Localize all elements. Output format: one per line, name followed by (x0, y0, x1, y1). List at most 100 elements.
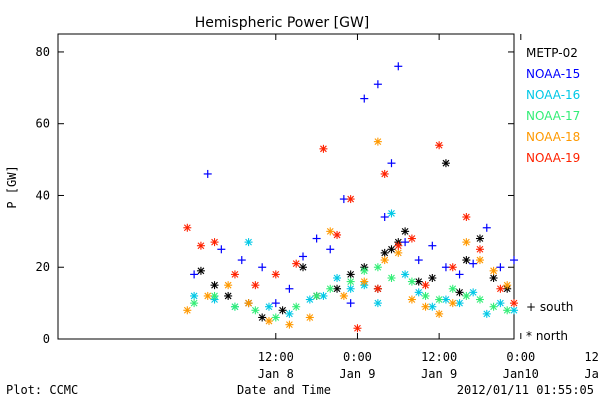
data-point-north (475, 256, 484, 265)
data-point-north (285, 309, 294, 318)
data-point-north (448, 299, 457, 308)
data-point-north (264, 317, 273, 326)
data-point-south (217, 245, 226, 254)
data-point-north (407, 234, 416, 243)
x-tick-time: 0:00 (506, 350, 535, 364)
x-tick-time: 12:00 (258, 350, 294, 364)
data-point-south (339, 195, 348, 204)
data-point-north (448, 284, 457, 293)
legend-entry: NOAA-15 (526, 67, 580, 81)
data-point-north (224, 281, 233, 290)
data-point-south (258, 263, 267, 272)
y-tick-label: 0 (43, 332, 50, 346)
data-point-south (469, 259, 478, 268)
data-points (183, 62, 518, 333)
data-point-north (435, 141, 444, 150)
data-point-north (503, 306, 512, 315)
data-point-north (373, 299, 382, 308)
data-point-north (319, 144, 328, 153)
data-point-north (441, 295, 450, 304)
data-point-south (455, 270, 464, 279)
data-point-north (196, 241, 205, 250)
data-point-north (462, 291, 471, 300)
data-point-south (414, 256, 423, 265)
data-point-north (292, 259, 301, 268)
y-tick-label: 80 (36, 45, 50, 59)
data-point-north (421, 302, 430, 311)
data-point-south (373, 80, 382, 89)
data-point-north (503, 281, 512, 290)
data-point-north (387, 209, 396, 218)
data-point-north (285, 320, 294, 329)
data-point-south (482, 223, 491, 232)
data-point-north (435, 309, 444, 318)
data-point-north (183, 223, 192, 232)
x-axis: 12:00 Jan 8 0:00 Jan 9 12:00 Jan 9 0:00 Jan10 12… (258, 34, 600, 381)
data-point-north (510, 299, 518, 308)
data-point-north (203, 291, 212, 300)
data-point-north (190, 299, 199, 308)
data-point-north (475, 234, 484, 243)
data-point-north (292, 302, 301, 311)
data-point-north (251, 281, 260, 290)
legend-entry: NOAA-16 (526, 88, 580, 102)
data-point-north (190, 291, 199, 300)
data-point-north (421, 291, 430, 300)
data-point-north (333, 284, 342, 293)
marker-legend: + south * north (526, 300, 573, 343)
legend-entry: NOAA-18 (526, 130, 580, 144)
data-point-north (210, 291, 219, 300)
data-point-north (373, 137, 382, 146)
data-point-north (264, 302, 273, 311)
data-point-north (414, 288, 423, 297)
data-point-north (299, 263, 308, 272)
data-point-north (489, 266, 498, 275)
x-tick-date: Jan 8 (258, 367, 294, 381)
data-point-north (455, 288, 464, 297)
data-point-north (346, 277, 355, 286)
data-point-north (428, 274, 437, 282)
data-point-south (496, 263, 505, 272)
data-point-north (244, 299, 253, 308)
data-point-south (237, 256, 246, 265)
data-point-north (210, 281, 219, 290)
data-point-north (489, 302, 498, 311)
data-point-south (190, 270, 199, 279)
data-point-north (407, 277, 416, 286)
x-tick-date: Jan 9 (339, 367, 375, 381)
data-point-north (475, 295, 484, 304)
data-point-north (333, 230, 342, 239)
data-point-north (380, 248, 389, 257)
data-point-north (312, 291, 321, 300)
plot-credit: Plot: CCMC (6, 383, 78, 397)
data-point-north (244, 238, 253, 247)
data-point-north (319, 291, 328, 300)
x-tick-date: Jan10 (503, 367, 539, 381)
data-point-north (380, 256, 389, 265)
data-point-north (455, 299, 464, 308)
y-tick-label: 20 (36, 260, 50, 274)
data-point-north (435, 295, 444, 304)
data-point-north (271, 270, 280, 279)
data-point-north (230, 302, 239, 311)
data-point-south (428, 241, 437, 250)
data-point-north (407, 295, 416, 304)
data-point-south (299, 252, 308, 261)
data-point-south (312, 234, 321, 243)
data-point-north (401, 270, 410, 279)
y-tick-label: 40 (36, 188, 50, 202)
data-point-north (462, 238, 471, 247)
data-point-north (469, 288, 478, 297)
data-point-north (196, 266, 205, 275)
data-point-south (394, 62, 403, 71)
data-point-south (285, 284, 294, 293)
data-point-north (421, 281, 430, 290)
data-point-north (346, 195, 355, 204)
data-point-north (305, 313, 314, 322)
legend-entry: METP-02 (526, 46, 578, 60)
data-point-north (448, 263, 457, 272)
x-tick-time: 12:00 (584, 350, 600, 364)
data-point-south (346, 299, 355, 308)
data-point-north (373, 284, 382, 293)
